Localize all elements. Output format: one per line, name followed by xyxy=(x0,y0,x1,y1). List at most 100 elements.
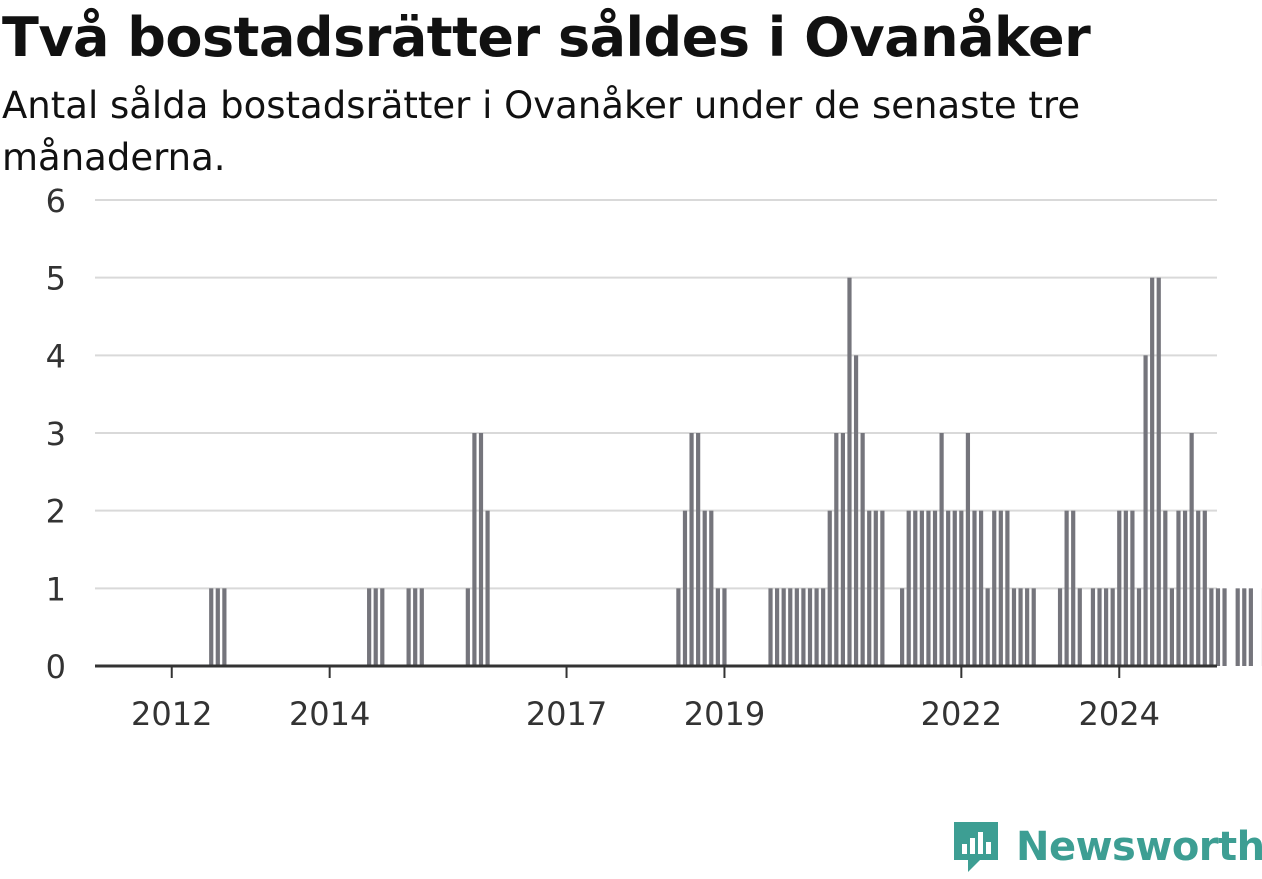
bar xyxy=(722,588,727,666)
x-tick-label: 2014 xyxy=(289,695,370,733)
bar xyxy=(867,510,872,666)
bar xyxy=(1169,588,1174,666)
bar xyxy=(1123,510,1128,666)
bar xyxy=(1215,588,1221,666)
bar xyxy=(367,588,372,666)
bar xyxy=(1202,510,1207,666)
chart-title: Två bostadsrätter såldes i Ovanåker xyxy=(2,6,1091,69)
bar xyxy=(1222,588,1227,666)
bar xyxy=(775,588,780,666)
bar xyxy=(992,510,997,666)
bar xyxy=(1150,277,1155,666)
bar xyxy=(419,588,424,666)
bar xyxy=(965,433,971,666)
bar xyxy=(215,588,220,666)
bar xyxy=(222,588,227,666)
bar xyxy=(413,588,418,666)
bar xyxy=(1018,588,1023,666)
y-tick-label: 4 xyxy=(46,337,66,375)
bar xyxy=(478,433,484,666)
x-tick-label: 2024 xyxy=(1079,695,1160,733)
x-tick-label: 2022 xyxy=(921,695,1002,733)
bar xyxy=(952,510,957,666)
bar xyxy=(1097,588,1102,666)
bar xyxy=(847,277,852,666)
bar xyxy=(959,510,964,666)
bar xyxy=(702,510,707,666)
bar xyxy=(485,510,490,666)
bar xyxy=(834,433,839,666)
bar xyxy=(1189,433,1194,666)
bar xyxy=(840,433,845,666)
bar xyxy=(873,510,878,666)
bar xyxy=(985,588,990,666)
y-tick-labels: 0 1 2 3 4 5 6 xyxy=(46,182,66,686)
bar xyxy=(926,510,931,666)
bar xyxy=(946,510,951,666)
bar xyxy=(906,510,911,666)
bar xyxy=(209,588,214,666)
chart-subtitle: Antal sålda bostadsrätter i Ovanåker und… xyxy=(2,84,1081,179)
bar xyxy=(801,588,806,666)
bar xyxy=(880,510,885,666)
bar xyxy=(1025,588,1030,666)
bar xyxy=(406,588,411,666)
x-ticks: 2012 2014 2017 2019 2022 2024 xyxy=(131,666,1160,733)
bar xyxy=(939,433,944,666)
bar xyxy=(709,510,714,666)
bar xyxy=(380,588,385,666)
bar xyxy=(696,433,701,666)
bar xyxy=(1196,510,1201,666)
bar xyxy=(1235,588,1240,666)
bar xyxy=(1031,588,1036,666)
bar xyxy=(932,510,938,666)
bar xyxy=(1163,510,1168,666)
bar xyxy=(689,433,694,666)
y-tick-label: 5 xyxy=(46,260,66,298)
bar xyxy=(781,588,786,666)
bar xyxy=(788,588,793,666)
bar xyxy=(1242,588,1247,666)
bar xyxy=(978,510,984,666)
y-tick-label: 3 xyxy=(46,415,66,453)
bar xyxy=(919,510,924,666)
x-tick-label: 2019 xyxy=(684,695,765,733)
bar xyxy=(1005,510,1010,666)
x-tick-label: 2017 xyxy=(526,695,607,733)
newsworthy-logo-icon xyxy=(954,822,998,872)
bar xyxy=(1136,588,1142,666)
bar xyxy=(1011,588,1017,666)
bar xyxy=(827,510,832,666)
bar xyxy=(1248,588,1253,666)
bar xyxy=(768,588,773,666)
bar xyxy=(1176,510,1181,666)
bar xyxy=(1110,588,1115,666)
brand-logo: Newsworthy xyxy=(950,818,1262,876)
gridlines xyxy=(95,199,1217,590)
y-tick-label: 1 xyxy=(46,570,66,608)
bar xyxy=(1104,588,1109,666)
bar xyxy=(821,588,826,666)
bar xyxy=(1117,510,1122,666)
bar xyxy=(1077,588,1082,666)
bar xyxy=(853,355,859,666)
bar xyxy=(715,588,720,666)
bar xyxy=(373,588,378,666)
x-tick-label: 2012 xyxy=(131,695,212,733)
bar xyxy=(1057,588,1063,666)
bar xyxy=(1130,510,1135,666)
bar xyxy=(807,588,813,666)
bar xyxy=(682,510,688,666)
bar xyxy=(900,588,905,666)
y-tick-label: 6 xyxy=(46,182,66,220)
bar xyxy=(465,588,470,666)
bar xyxy=(972,510,977,666)
bar xyxy=(472,433,477,666)
bar xyxy=(1071,510,1076,666)
bar xyxy=(794,588,799,666)
brand-name: Newsworthy xyxy=(1016,824,1262,870)
bar xyxy=(1090,588,1096,666)
bar xyxy=(860,433,865,666)
bar xyxy=(1156,277,1161,666)
